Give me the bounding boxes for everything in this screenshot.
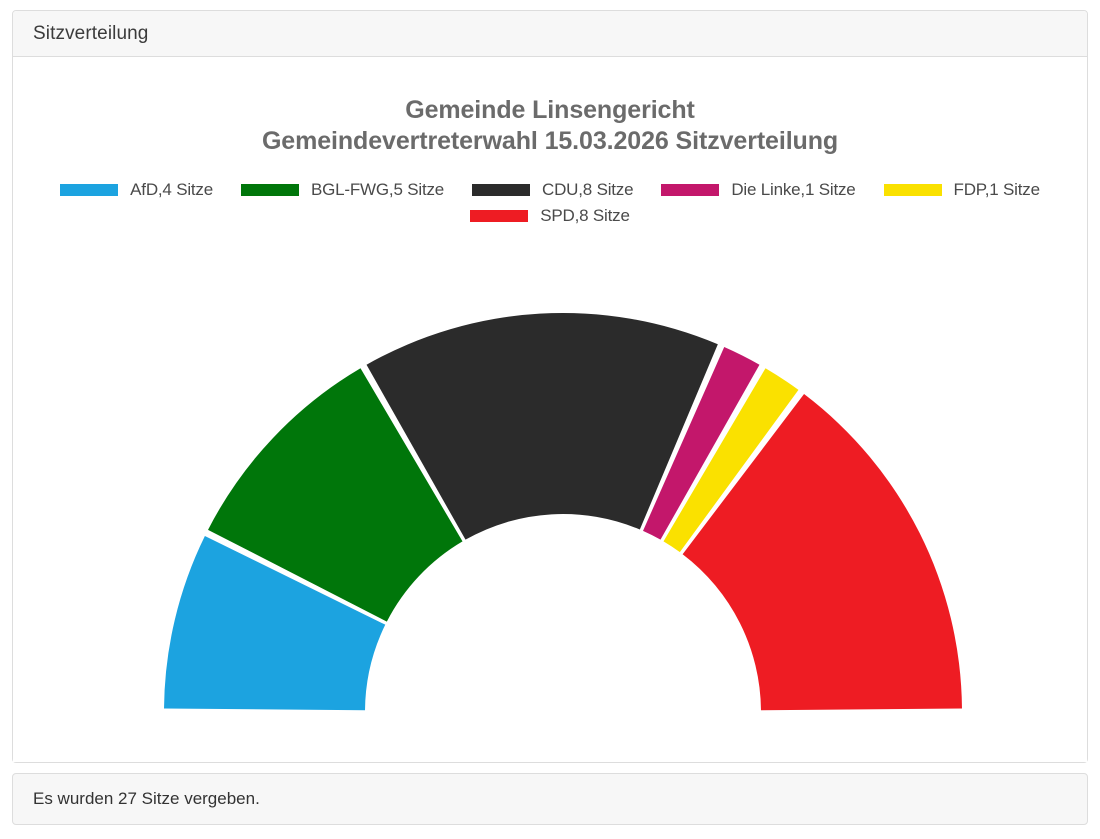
seat-distribution-chart — [13, 57, 1087, 762]
legend-label-fdp: FDP,1 Sitze — [953, 180, 1041, 199]
seat-arc-svg — [164, 313, 962, 711]
panel-header-title: Sitzverteilung — [33, 22, 149, 44]
seat-segment-spd[interactable] — [682, 394, 962, 711]
seats-assigned-text: Es wurden 27 Sitze vergeben. — [33, 789, 260, 808]
legend-item-bgl-fwg[interactable]: BGL-FWG,5 Sitze — [241, 180, 444, 200]
chart-container: Gemeinde Linsengericht Gemeindevertreter… — [13, 57, 1087, 762]
chart-legend: AfD,4 Sitze BGL-FWG,5 Sitze CDU,8 Sitze … — [13, 177, 1087, 229]
legend-item-cdu[interactable]: CDU,8 Sitze — [472, 180, 634, 200]
chart-title-line-1: Gemeinde Linsengericht — [405, 96, 695, 124]
legend-swatch-icon-fdp — [883, 184, 942, 196]
chart-title-line-2: Gemeindevertreterwahl 15.03.2026 Sitzver… — [261, 127, 839, 155]
legend-swatch-icon-die-linke — [661, 184, 720, 196]
legend-label-afd: AfD,4 Sitze — [130, 180, 213, 199]
legend-row-2: SPD,8 Sitze — [13, 203, 1087, 229]
legend-label-spd: SPD,8 Sitze — [540, 206, 630, 225]
seat-segment-cdu[interactable] — [366, 313, 718, 540]
legend-swatch-icon-cdu — [472, 184, 531, 196]
legend-item-die-linke[interactable]: Die Linke,1 Sitze — [661, 180, 856, 200]
legend-swatch-icon-afd — [60, 184, 119, 196]
legend-row-1: AfD,4 Sitze BGL-FWG,5 Sitze CDU,8 Sitze … — [13, 177, 1087, 203]
legend-swatch-icon-bgl-fwg — [241, 184, 299, 196]
legend-item-afd[interactable]: AfD,4 Sitze — [60, 180, 213, 200]
seat-segment-die-linke[interactable] — [643, 347, 760, 540]
legend-label-die-linke: Die Linke,1 Sitze — [731, 180, 856, 199]
legend-label-cdu: CDU,8 Sitze — [542, 180, 634, 199]
legend-swatch-icon-spd — [470, 210, 529, 222]
legend-item-fdp[interactable]: FDP,1 Sitze — [883, 180, 1041, 200]
legend-item-spd[interactable]: SPD,8 Sitze — [470, 206, 630, 226]
seat-segment-bgl-fwg[interactable] — [208, 368, 463, 622]
panel-header: Sitzverteilung — [13, 11, 1087, 57]
seat-distribution-panel: Sitzverteilung Gemeinde Linsengericht Ge… — [12, 10, 1088, 763]
seat-segment-fdp[interactable] — [663, 368, 799, 553]
seat-segment-afd[interactable] — [164, 536, 386, 711]
panel-footer: Es wurden 27 Sitze vergeben. — [12, 773, 1088, 825]
chart-title: Gemeinde Linsengericht Gemeindevertreter… — [13, 95, 1087, 157]
legend-label-bgl-fwg: BGL-FWG,5 Sitze — [311, 180, 445, 199]
